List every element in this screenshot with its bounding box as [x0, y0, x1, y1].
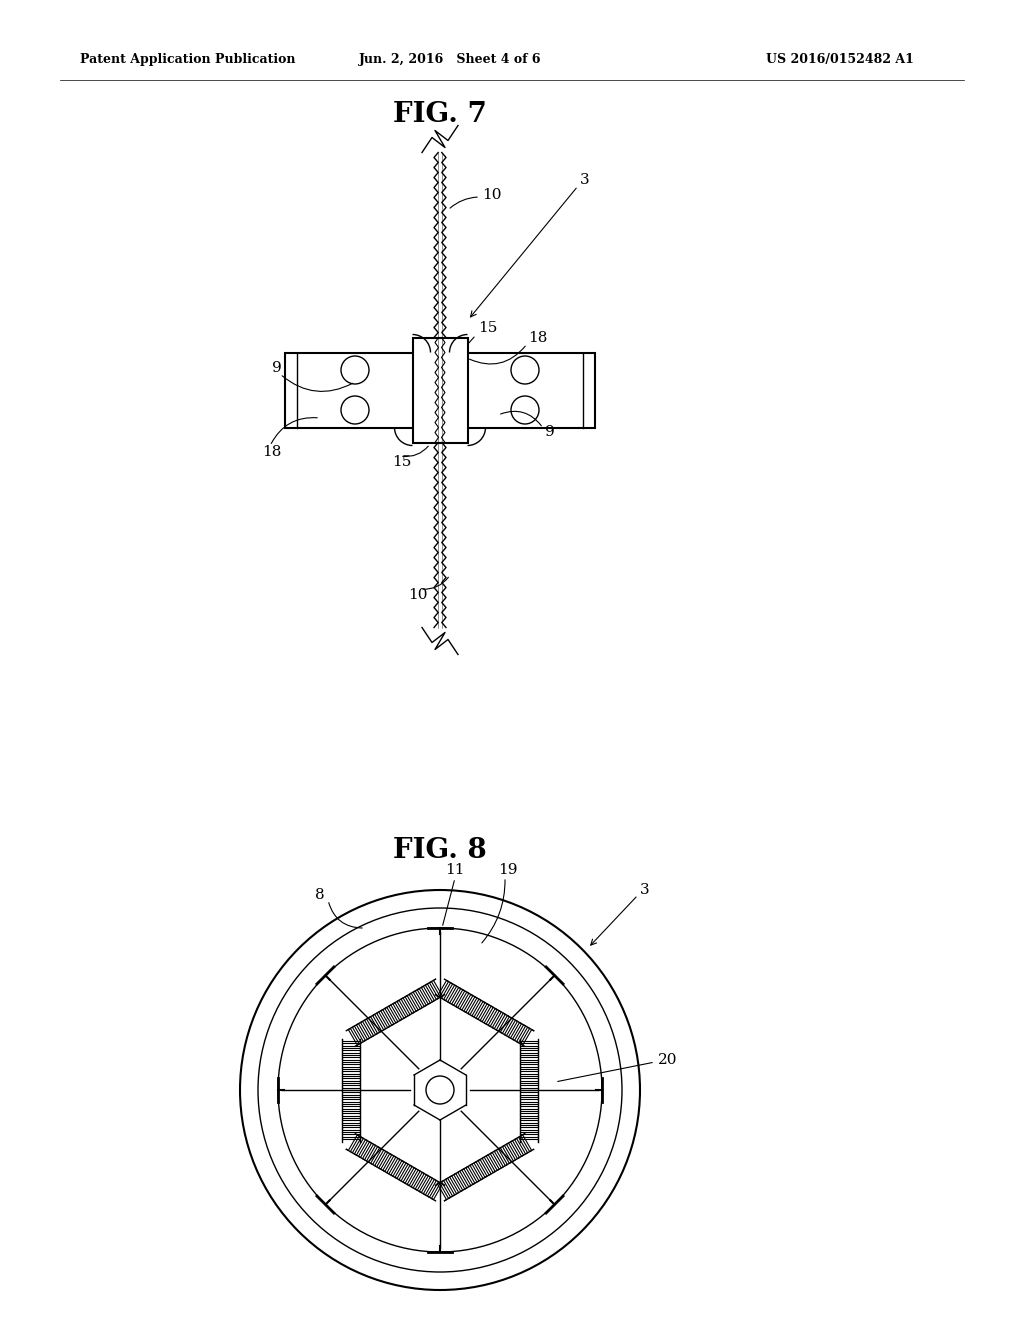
Text: 10: 10 — [482, 187, 502, 202]
Text: 18: 18 — [528, 331, 548, 345]
Text: 18: 18 — [262, 445, 282, 459]
Text: US 2016/0152482 A1: US 2016/0152482 A1 — [766, 54, 914, 66]
Text: 3: 3 — [640, 883, 650, 898]
Circle shape — [341, 396, 369, 424]
Text: 9: 9 — [545, 425, 555, 440]
Circle shape — [426, 1076, 454, 1104]
Text: 3: 3 — [580, 173, 590, 187]
Text: 11: 11 — [445, 863, 465, 876]
Bar — [413, 338, 468, 442]
Text: Patent Application Publication: Patent Application Publication — [80, 54, 296, 66]
Text: 8: 8 — [315, 888, 325, 902]
Text: 19: 19 — [499, 863, 518, 876]
Text: FIG. 7: FIG. 7 — [393, 102, 487, 128]
Circle shape — [341, 356, 369, 384]
Text: 10: 10 — [408, 587, 427, 602]
Circle shape — [240, 890, 640, 1290]
Text: 20: 20 — [658, 1053, 678, 1067]
Text: 15: 15 — [478, 321, 498, 335]
Text: Jun. 2, 2016   Sheet 4 of 6: Jun. 2, 2016 Sheet 4 of 6 — [358, 54, 542, 66]
Circle shape — [511, 356, 539, 384]
Text: 15: 15 — [392, 455, 412, 469]
Circle shape — [511, 396, 539, 424]
Bar — [285, 352, 595, 428]
Text: FIG. 8: FIG. 8 — [393, 837, 486, 863]
Text: 9: 9 — [272, 360, 282, 375]
